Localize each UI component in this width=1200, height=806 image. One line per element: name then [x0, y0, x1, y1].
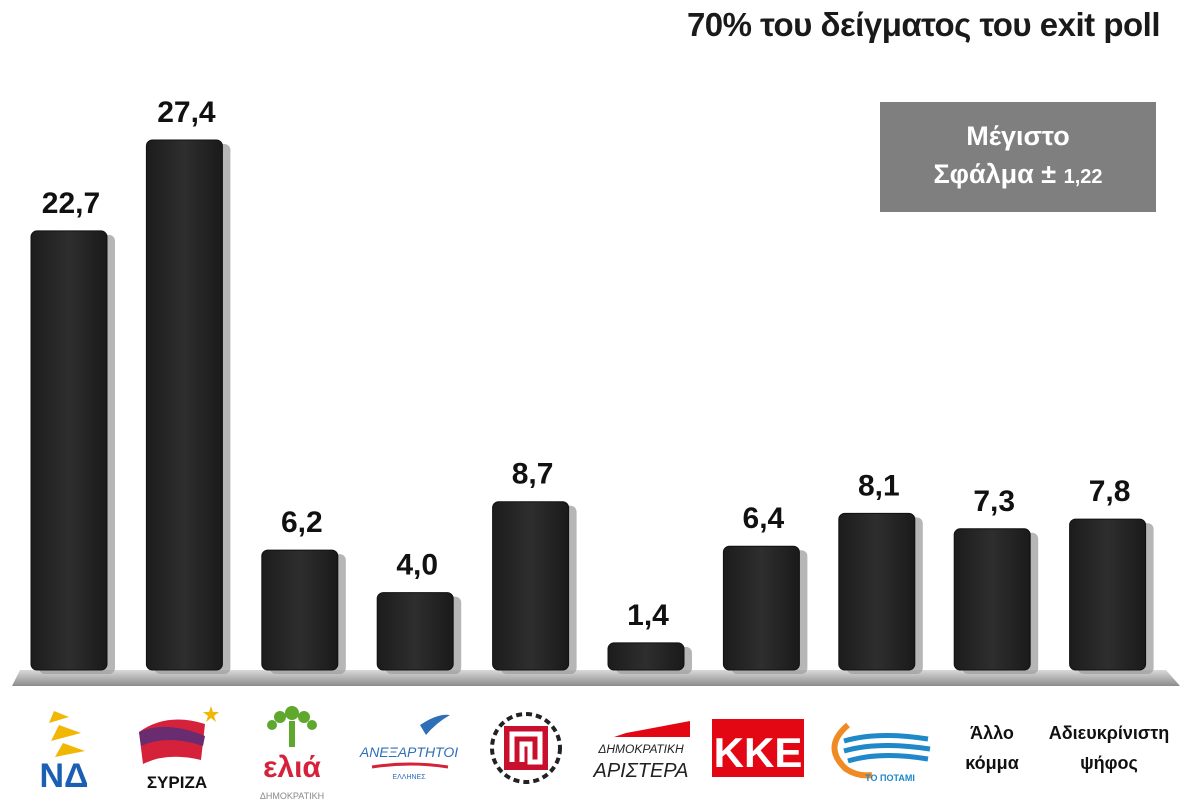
anel-logo-subtext: ΕΛΛΗΝΕΣ	[392, 774, 426, 781]
dimar-logo-text2: ΑΡΙΣΤΕΡΑ	[593, 760, 689, 782]
bar-value-label: 1,4	[627, 599, 669, 632]
chart-title: 70% του δείγματος του exit poll	[686, 6, 1161, 43]
bar	[953, 528, 1031, 671]
nd-logo-icon: ΝΔ	[40, 711, 89, 793]
dimar-logo-text1: ΔΗΜΟΚΡΑΤΙΚΗ	[597, 742, 684, 756]
logo-golden-dawn	[470, 690, 582, 806]
logo-adieukriniste: Αδιευκρίνιστη ψήφος	[1026, 690, 1192, 806]
bar-group: 8,1	[838, 469, 923, 674]
logo-syriza: ΣΥΡΙΖΑ	[122, 690, 232, 806]
nd-logo-text: ΝΔ	[40, 757, 89, 793]
bar-value-label: 6,2	[281, 506, 323, 539]
error-box-label: Σφάλμα ±	[933, 159, 1057, 189]
logo-potami: ΤΟ ΠΟΤΑΜΙ	[818, 690, 940, 806]
bar	[145, 139, 223, 671]
bar-group: 22,7	[30, 187, 115, 674]
adieuk-line2: ψήφος	[1080, 753, 1138, 773]
bar	[722, 545, 800, 671]
error-box-line2: Σφάλμα ± 1,22	[880, 154, 1156, 197]
logo-kke: ΚΚΕ	[702, 690, 814, 806]
bar-group: 1,4	[607, 599, 692, 674]
logo-dimar: ΔΗΜΟΚΡΑΤΙΚΗ ΑΡΙΣΤΕΡΑ	[584, 690, 698, 806]
anel-logo-icon: ΑΝΕΞΑΡΤΗΤΟΙ ΕΛΛΗΝΕΣ	[359, 714, 458, 781]
bar-group: 8,7	[492, 458, 577, 674]
bar-value-label: 27,4	[157, 96, 216, 129]
max-error-box: Μέγιστο Σφάλμα ± 1,22	[880, 102, 1156, 212]
bar-value-label: 8,1	[858, 469, 900, 502]
adieuk-line1: Αδιευκρίνιστη	[1048, 723, 1170, 743]
bar-group: 6,4	[722, 502, 808, 674]
bar-chart: 22,7 27,4 6,2 4,0 8,7 1,4 6,4 8,1 7,3 7,8	[12, 96, 1180, 686]
meander-wreath-icon	[490, 712, 562, 784]
bar	[376, 592, 454, 671]
bar	[607, 642, 685, 671]
bar	[1069, 518, 1147, 671]
bar-group: 7,8	[1069, 475, 1154, 674]
bar	[838, 512, 916, 671]
bar-value-label: 8,7	[512, 458, 554, 491]
syriza-logo-text: ΣΥΡΙΖΑ	[147, 773, 207, 792]
bar-group: 27,4	[145, 96, 231, 674]
logo-nd: ΝΔ	[10, 690, 118, 806]
error-box-line1: Μέγιστο	[966, 121, 1070, 151]
potami-logo-text: ΤΟ ΠΟΤΑΜΙ	[865, 773, 915, 783]
bar-value-label: 7,8	[1089, 475, 1131, 508]
bar	[261, 549, 339, 671]
elia-logo-icon: ελιά ΔΗΜΟΚΡΑΤΙΚΗ	[260, 706, 324, 801]
bar	[492, 501, 570, 671]
bar-value-label: 4,0	[396, 549, 438, 582]
logo-allo-komma: Άλλο κόμμα	[942, 690, 1042, 806]
bar	[30, 230, 108, 671]
kke-logo-icon: ΚΚΕ	[712, 719, 804, 777]
bar-value-label: 7,3	[973, 485, 1015, 518]
bar-value-label: 22,7	[42, 187, 100, 220]
elia-logo-subtext: ΔΗΜΟΚΡΑΤΙΚΗ	[260, 791, 324, 801]
dimar-logo-icon: ΔΗΜΟΚΡΑΤΙΚΗ ΑΡΙΣΤΕΡΑ	[593, 721, 690, 782]
potami-logo-icon: ΤΟ ΠΟΤΑΜΙ	[831, 722, 931, 783]
allo-komma-line1: Άλλο	[970, 723, 1014, 743]
logo-anel: ΑΝΕΞΑΡΤΗΤΟΙ ΕΛΛΗΝΕΣ	[350, 690, 468, 806]
elia-logo-text: ελιά	[263, 751, 321, 784]
syriza-logo-icon: ΣΥΡΙΖΑ	[139, 706, 219, 792]
bar-group: 4,0	[376, 549, 462, 674]
logo-elia: ελιά ΔΗΜΟΚΡΑΤΙΚΗ	[236, 690, 348, 806]
bar-value-label: 6,4	[743, 502, 785, 535]
bar-group: 6,2	[261, 506, 346, 674]
allo-komma-line2: κόμμα	[965, 753, 1019, 773]
error-box-value: 1,22	[1063, 166, 1103, 188]
anel-logo-text: ΑΝΕΞΑΡΤΗΤΟΙ	[359, 744, 458, 760]
bar-group: 7,3	[953, 485, 1039, 674]
kke-logo-text: ΚΚΕ	[714, 729, 803, 776]
